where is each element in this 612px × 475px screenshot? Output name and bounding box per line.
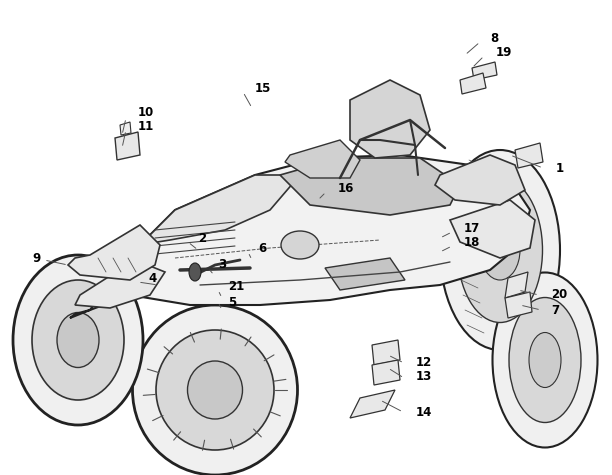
Ellipse shape: [509, 297, 581, 422]
Text: 16: 16: [338, 181, 354, 194]
Text: 3: 3: [218, 257, 226, 270]
Polygon shape: [325, 258, 405, 290]
Polygon shape: [68, 225, 160, 280]
Ellipse shape: [32, 280, 124, 400]
Polygon shape: [280, 158, 460, 215]
Polygon shape: [285, 140, 360, 178]
Text: 4: 4: [148, 272, 156, 285]
Polygon shape: [515, 143, 543, 168]
Text: 6: 6: [258, 241, 266, 255]
Polygon shape: [350, 390, 395, 418]
Polygon shape: [435, 155, 525, 205]
Polygon shape: [450, 200, 535, 258]
Polygon shape: [505, 272, 528, 298]
Polygon shape: [350, 80, 430, 158]
Text: 7: 7: [551, 304, 559, 316]
Polygon shape: [75, 260, 165, 308]
Ellipse shape: [57, 313, 99, 368]
Text: 14: 14: [416, 406, 432, 418]
Ellipse shape: [493, 273, 597, 447]
Polygon shape: [70, 155, 530, 318]
Ellipse shape: [480, 220, 520, 280]
Text: 21: 21: [228, 281, 244, 294]
Text: 5: 5: [228, 295, 236, 308]
Text: 15: 15: [255, 82, 271, 95]
Text: 9: 9: [32, 251, 40, 265]
Text: 20: 20: [551, 288, 567, 302]
Ellipse shape: [189, 263, 201, 281]
Polygon shape: [110, 175, 300, 255]
Text: 18: 18: [464, 236, 480, 248]
Polygon shape: [115, 132, 140, 160]
Text: 17: 17: [464, 221, 480, 235]
Ellipse shape: [281, 231, 319, 259]
Text: 2: 2: [198, 231, 206, 245]
Polygon shape: [120, 122, 131, 135]
Text: 1: 1: [556, 162, 564, 174]
Ellipse shape: [133, 305, 297, 475]
Ellipse shape: [440, 150, 560, 350]
Text: 12: 12: [416, 357, 432, 370]
Text: 13: 13: [416, 370, 432, 383]
Ellipse shape: [13, 255, 143, 425]
Polygon shape: [505, 292, 532, 318]
Polygon shape: [372, 360, 400, 385]
Text: 10: 10: [138, 105, 154, 118]
Text: 19: 19: [496, 46, 512, 58]
Polygon shape: [472, 62, 497, 80]
Polygon shape: [460, 73, 486, 94]
Text: 8: 8: [490, 31, 498, 45]
Ellipse shape: [529, 332, 561, 388]
Ellipse shape: [458, 178, 542, 323]
Text: 11: 11: [138, 120, 154, 133]
Ellipse shape: [156, 330, 274, 450]
Ellipse shape: [187, 361, 242, 419]
Polygon shape: [372, 340, 400, 365]
